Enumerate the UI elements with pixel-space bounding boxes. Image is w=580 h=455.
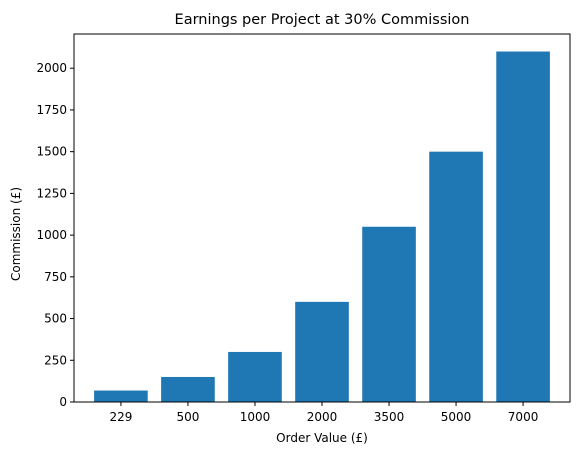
chart-title: Earnings per Project at 30% Commission (175, 12, 470, 28)
y-tick-label: 500 (44, 312, 67, 326)
y-tick-label: 1500 (36, 145, 67, 159)
y-tick-label: 0 (59, 395, 67, 409)
y-tick-label: 1750 (36, 103, 67, 117)
x-axis-label: Order Value (£) (276, 431, 368, 445)
bar-500 (161, 376, 215, 402)
x-tick-label: 229 (109, 410, 132, 424)
y-tick-label: 1250 (36, 186, 67, 200)
bar-2000 (295, 301, 349, 402)
y-tick-label: 1000 (36, 228, 67, 242)
y-axis-label: Commission (£) (9, 187, 23, 281)
y-tick-label: 250 (44, 353, 67, 367)
x-tick-label: 500 (176, 410, 199, 424)
bars-group (94, 51, 550, 403)
y-ticks-group: 0 250 500 750 1000 1250 1500 1750 2000 (36, 61, 74, 409)
bar-229 (94, 390, 148, 402)
y-tick-label: 2000 (36, 61, 67, 75)
x-tick-label: 2000 (307, 410, 338, 424)
x-tick-label: 1000 (240, 410, 271, 424)
bar-5000 (429, 151, 483, 402)
y-tick-label: 750 (44, 270, 67, 284)
x-ticks-group: 229 500 1000 2000 3500 5000 7000 (109, 402, 538, 424)
bar-3500 (362, 226, 416, 402)
plot-frame (73, 33, 571, 403)
bar-7000 (496, 51, 550, 403)
x-tick-label: 7000 (508, 410, 539, 424)
x-tick-label: 5000 (441, 410, 472, 424)
bar-1000 (228, 351, 282, 402)
x-tick-label: 3500 (374, 410, 405, 424)
